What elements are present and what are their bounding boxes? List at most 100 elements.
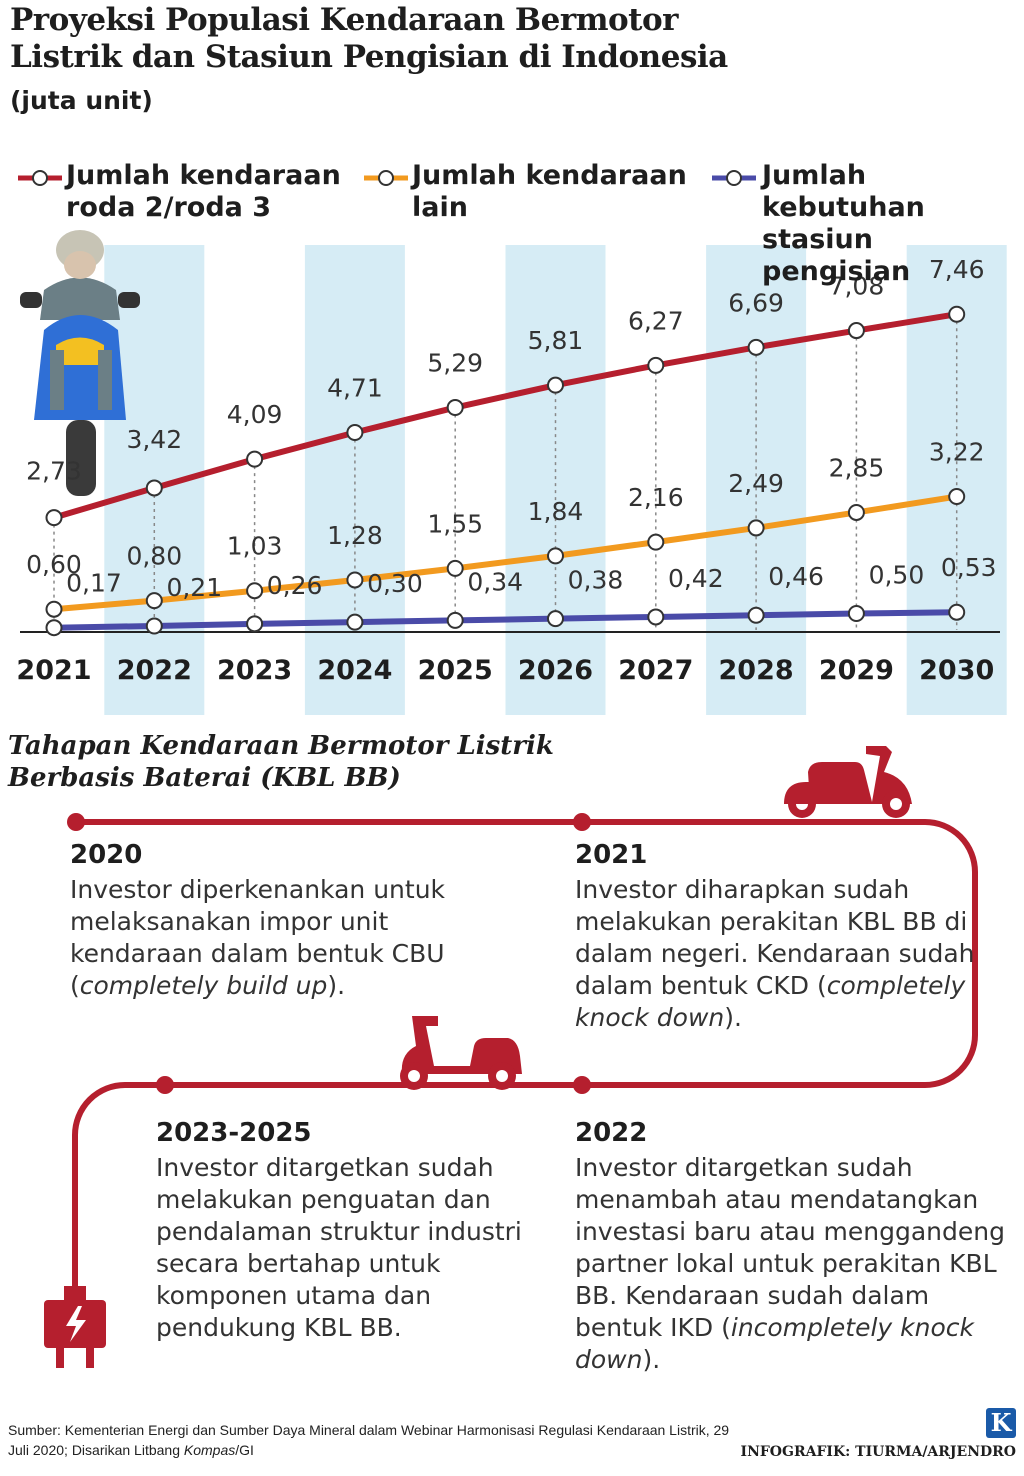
band-2024 xyxy=(304,245,405,715)
legend-roda23-line2: roda 2/roda 3 xyxy=(66,192,272,223)
data-label-1-2023: 1,03 xyxy=(227,532,283,561)
band-2026 xyxy=(505,245,606,715)
timeline-dot-2023 xyxy=(156,1076,174,1094)
data-label-2-2023: 0,26 xyxy=(267,571,323,600)
timeline-title-line1: Tahapan Kendaraan Bermotor Listrik xyxy=(8,731,554,761)
year-label-2022: 2022 xyxy=(117,655,192,686)
timeline-title: Tahapan Kendaraan Bermotor Listrik Berba… xyxy=(8,730,554,794)
data-label-1-2027: 2,16 xyxy=(628,483,684,512)
step-2023-2025: 2023-2025 Investor ditargetkan sudah mel… xyxy=(156,1118,546,1344)
point-2-2026 xyxy=(547,610,564,628)
point-1-2028 xyxy=(747,519,765,537)
data-label-2-2027: 0,42 xyxy=(668,564,724,593)
year-label-2024: 2024 xyxy=(317,655,392,686)
step-year: 2021 xyxy=(575,840,648,870)
legend-marker-0 xyxy=(32,170,48,186)
legend-stasiun-line2: stasiun pengisian xyxy=(762,224,911,287)
legend-roda23-line1: Jumlah kendaraan xyxy=(66,160,341,191)
data-label-0-2024: 4,71 xyxy=(327,373,383,402)
page-title: Proyeksi Populasi Kendaraan Bermotor Lis… xyxy=(10,2,728,76)
point-1-2025 xyxy=(446,559,464,577)
point-0-2029 xyxy=(847,322,865,340)
point-1-2023 xyxy=(246,582,264,600)
projection-chart: 2,73 3,42 4,09 4,71 5,29 5,81 6,27 6,69 7,08 7,46… xyxy=(16,170,1007,715)
point-2-2024 xyxy=(346,613,364,631)
point-0-2025 xyxy=(446,399,464,417)
data-label-2-2028: 0,46 xyxy=(768,562,824,591)
year-label-2028: 2028 xyxy=(719,655,794,686)
point-0-2030 xyxy=(948,305,966,323)
data-label-0-2023: 4,09 xyxy=(227,400,283,429)
unit-label: (juta unit) xyxy=(10,86,153,115)
step-description: Investor diharapkan sudah melakukan pera… xyxy=(575,875,975,1032)
infographic-credit: INFOGRAFIK: TIURMA/ARJENDRO xyxy=(740,1444,1016,1460)
point-2-2025 xyxy=(446,611,464,629)
data-label-0-2026: 5,81 xyxy=(528,326,584,355)
year-label-2029: 2029 xyxy=(819,655,894,686)
point-2-2021 xyxy=(45,619,63,637)
data-label-0-2028: 6,69 xyxy=(728,288,784,317)
point-0-2028 xyxy=(747,338,765,356)
data-label-2-2026: 0,38 xyxy=(568,566,624,595)
series-line-2 xyxy=(53,609,957,631)
motorcycle-rider-icon xyxy=(20,230,140,496)
data-label-1-2030: 3,22 xyxy=(929,438,985,467)
timeline-title-line2: Berbasis Baterai (KBL BB) xyxy=(8,763,401,793)
timeline-dot-2022 xyxy=(573,1076,591,1094)
point-0-2027 xyxy=(647,356,665,374)
point-2-2023 xyxy=(246,615,264,633)
legend-marker-2 xyxy=(726,170,742,186)
data-label-2-2024: 0,30 xyxy=(367,569,423,598)
scooter-icon-middle xyxy=(400,1016,522,1090)
point-2-2027 xyxy=(647,608,665,626)
point-1-2026 xyxy=(547,547,564,565)
data-label-2-2030: 0,53 xyxy=(941,553,997,582)
data-label-1-2028: 2,49 xyxy=(728,469,784,498)
data-label-2-2022: 0,21 xyxy=(166,573,222,602)
legend-lain-line1: Jumlah kendaraan xyxy=(412,160,687,191)
step-2021: 2021 Investor diharapkan sudah melakukan… xyxy=(575,840,995,1034)
year-label-2021: 2021 xyxy=(16,655,91,686)
data-label-0-2030: 7,46 xyxy=(929,255,985,284)
point-1-2027 xyxy=(647,533,665,551)
plug-icon xyxy=(44,1286,106,1368)
year-label-2030: 2030 xyxy=(919,655,994,686)
point-0-2026 xyxy=(547,376,564,394)
step-year: 2023-2025 xyxy=(156,1118,312,1148)
step-description: Investor ditargetkan sudah menambah atau… xyxy=(575,1153,1005,1374)
kompas-logo: K xyxy=(986,1408,1016,1438)
series-line-1 xyxy=(53,493,958,613)
point-1-2029 xyxy=(847,503,865,521)
step-year: 2020 xyxy=(70,840,143,870)
point-1-2024 xyxy=(346,571,364,589)
step-description: Investor diperkenankan untuk melaksanaka… xyxy=(70,875,446,1000)
step-description: Investor ditargetkan sudah melakukan pen… xyxy=(156,1153,522,1342)
scooter-icon xyxy=(784,746,912,818)
legend-roda23: Jumlah kendaraan roda 2/roda 3 xyxy=(66,160,341,224)
data-label-0-2029: 7,08 xyxy=(829,272,885,301)
timeline-dot-2021 xyxy=(573,813,591,831)
data-label-2-2025: 0,34 xyxy=(467,567,523,596)
title-line-1: Proyeksi Populasi Kendaraan Bermotor xyxy=(10,2,678,38)
legend-stasiun-line1: Jumlah kebutuhan xyxy=(762,160,925,223)
data-label-1-2024: 1,28 xyxy=(327,521,383,550)
legend-lain: Jumlah kendaraan lain xyxy=(412,160,687,224)
year-label-2023: 2023 xyxy=(217,655,292,686)
step-2020: 2020 Investor diperkenankan untuk melaks… xyxy=(70,840,520,1002)
data-label-2-2029: 0,50 xyxy=(869,561,925,590)
title-line-2: Listrik dan Stasiun Pengisian di Indones… xyxy=(10,39,728,75)
data-label-0-2025: 5,29 xyxy=(427,349,483,378)
data-label-0-2027: 6,27 xyxy=(628,306,684,335)
point-2-2028 xyxy=(747,606,765,624)
timeline-dot-2020 xyxy=(67,813,85,831)
year-label-2026: 2026 xyxy=(518,655,593,686)
point-2-2029 xyxy=(847,605,865,622)
point-0-2022 xyxy=(145,479,163,497)
data-label-0-2021: 2,73 xyxy=(26,457,82,486)
data-label-0-2022: 3,42 xyxy=(126,425,182,454)
year-label-2027: 2027 xyxy=(618,655,693,686)
legend-marker-1 xyxy=(378,170,394,186)
source-note: Sumber: Kementerian Energi dan Sumber Da… xyxy=(8,1422,730,1458)
legend-stasiun: Jumlah kebutuhan stasiun pengisian xyxy=(762,160,1024,288)
step-2022: 2022 Investor ditargetkan sudah menambah… xyxy=(575,1118,1005,1376)
